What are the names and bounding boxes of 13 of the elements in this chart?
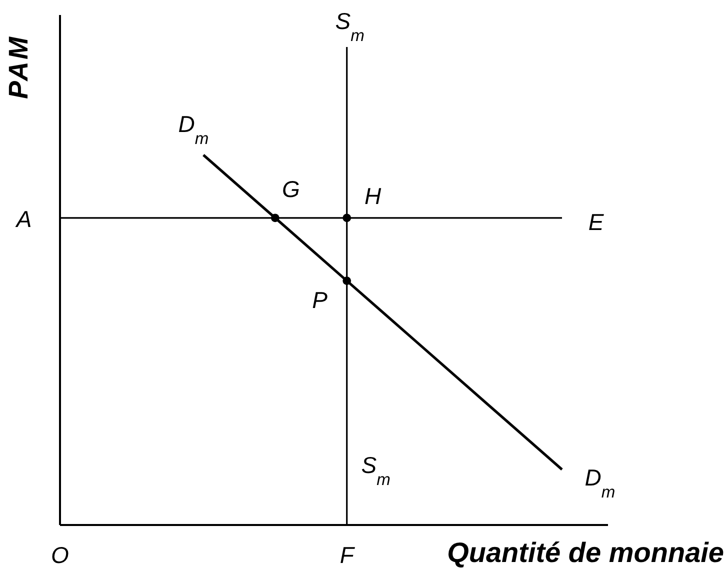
y-axis-title: PAM	[4, 35, 34, 99]
annotation: P	[312, 286, 328, 313]
text: D$_{m}$	[584, 464, 616, 502]
annotation: H	[364, 182, 382, 209]
text: S$_{m}$	[361, 452, 390, 490]
annotation: E	[588, 209, 604, 235]
x-axis-title: Quantité de monnaie	[447, 537, 724, 568]
ref-line-label: S$_{m}$	[335, 8, 365, 46]
series-label: D$_{m}$	[178, 111, 209, 148]
x-tick-label: O	[51, 542, 70, 568]
text: A	[14, 206, 32, 232]
annotation: G	[282, 176, 300, 202]
x-tick-label: F	[340, 542, 356, 568]
